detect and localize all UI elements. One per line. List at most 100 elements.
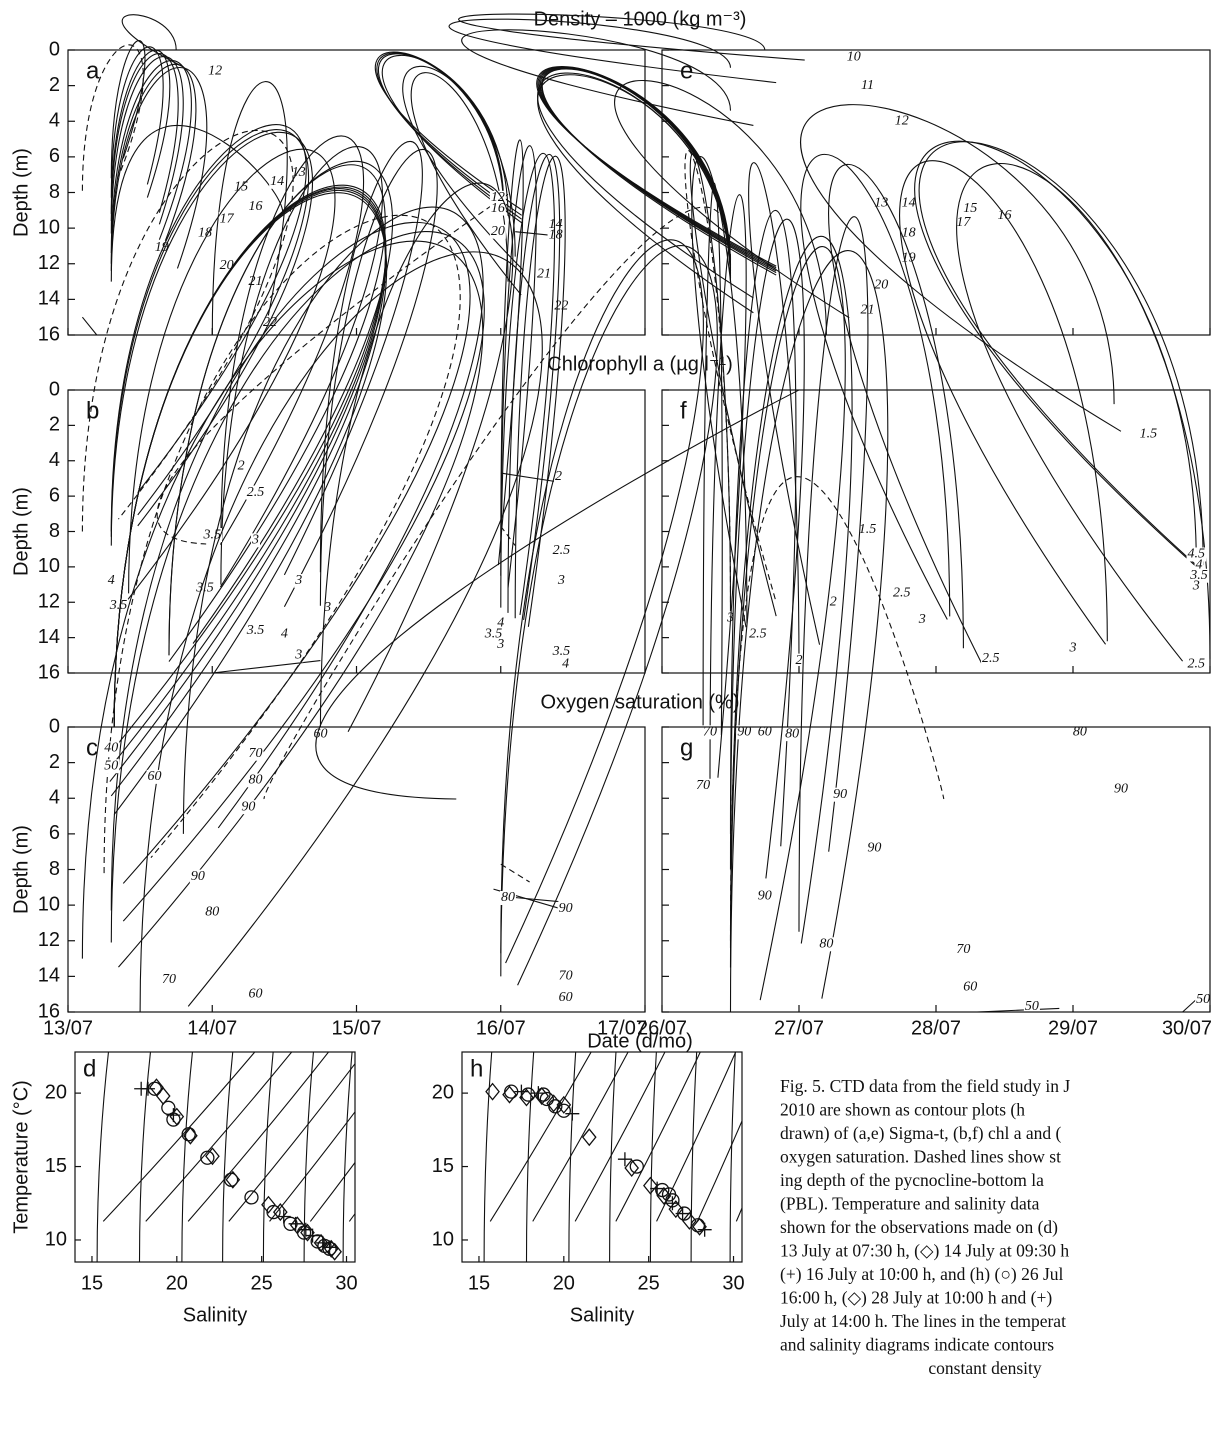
contour-label-bg (294, 574, 304, 589)
density-contour (262, 1052, 355, 1262)
point (161, 1100, 176, 1115)
contour-label: 3.5 (246, 623, 265, 638)
caption-line: (PBL). Temperature and salinity data (780, 1194, 1040, 1214)
contour-label: 60 (313, 726, 327, 741)
x-tick-label: 14/07 (187, 1017, 237, 1039)
panel-letter: e (680, 57, 693, 84)
contour-label-bg (489, 190, 506, 205)
contour-label-bg (269, 174, 286, 189)
contour-line (729, 218, 805, 879)
contour-label: 2 (796, 653, 803, 668)
pbl-line (500, 525, 516, 546)
contour-label: 60 (148, 769, 162, 784)
contour-line (448, 18, 777, 84)
contour-label-bg (962, 980, 979, 995)
contour-label: 12 (491, 190, 505, 205)
caption-line: and salinity diagrams indicate contours (780, 1335, 1054, 1355)
contour-label-bg (197, 226, 214, 241)
point (629, 1159, 644, 1174)
contour-line (800, 154, 951, 620)
point (617, 1152, 632, 1167)
point (305, 1228, 320, 1243)
contour-label-bg (483, 627, 504, 642)
y-tick-label: 0 (49, 715, 60, 737)
contour-line (899, 160, 1108, 645)
contour-line (211, 81, 288, 336)
contour-label-bg (146, 769, 163, 784)
point (205, 1147, 220, 1166)
contour-label-bg (247, 274, 264, 289)
pbl-line (81, 44, 144, 191)
contour-line (956, 162, 1211, 662)
contour-label: 12 (208, 64, 222, 79)
contour-line (614, 80, 850, 336)
contour-label: 17 (220, 211, 235, 226)
contour-label-bg (701, 725, 718, 740)
contour-label-bg (247, 773, 264, 788)
contour-panel: 70 90 60 80 80 70 90 90 90 90 80 70 60 50 50 g 26/07 27/0… (637, 182, 1212, 1039)
x-tick-label: 29/07 (1048, 1017, 1098, 1039)
y-tick-label: 10 (45, 1228, 67, 1250)
contour-label-bg (247, 199, 264, 214)
contour-label-bg (160, 972, 177, 987)
contour-label: 4 (108, 573, 115, 588)
point (183, 1126, 198, 1145)
contour-label: 2 (238, 458, 245, 473)
contour-label: 70 (249, 746, 263, 761)
contour-label-bg (153, 240, 170, 255)
contour-label: 3.5 (1189, 568, 1208, 583)
contour-label-bg (247, 746, 264, 761)
contour-label: 90 (559, 901, 573, 916)
contour-line (798, 216, 869, 932)
point (539, 1091, 554, 1107)
contour-label: 80 (819, 937, 833, 952)
density-contour (96, 1052, 256, 1262)
y-tick-label: 20 (432, 1081, 454, 1103)
point (272, 1203, 288, 1222)
contour-line (381, 54, 523, 224)
contour-label: 70 (162, 972, 176, 987)
caption-line: Fig. 5. CTD data from the field study in… (780, 1076, 1070, 1096)
contour-label: 18 (549, 227, 563, 242)
contour-label-bg (218, 212, 235, 227)
panel-letter: c (86, 734, 98, 761)
contour-label-bg (204, 905, 221, 920)
contour-label-bg (489, 201, 506, 216)
contour-label-bg (756, 889, 773, 904)
pbl-line (729, 476, 945, 941)
contour-label-bg (1071, 725, 1088, 740)
contour-label: 80 (205, 904, 219, 919)
contour-label: 20 (491, 224, 505, 239)
x-axis-label: Salinity (183, 1304, 247, 1326)
contour-label: 90 (833, 787, 847, 802)
contour-label: 60 (963, 979, 977, 994)
contour-label: 3.5 (552, 644, 571, 659)
x-tick-label: 26/07 (637, 1017, 687, 1039)
contour-label-bg (748, 627, 768, 642)
contour-label: 40 (104, 741, 118, 756)
x-tick-label: 30/07 (1162, 1017, 1212, 1039)
contour-line (319, 182, 514, 735)
contour-line (110, 46, 164, 198)
point (322, 1240, 337, 1255)
contour-label-bg (245, 623, 266, 638)
contour-label: 4.5 (1188, 547, 1206, 562)
x-tick-label: 16/07 (476, 1017, 526, 1039)
contour-label: 20 (220, 258, 234, 273)
contour-label: 15 (963, 201, 977, 216)
contour-label-bg (857, 522, 878, 537)
caption-line: July at 14:00 h. The lines in the temper… (780, 1311, 1066, 1331)
contour-label-bg (893, 114, 910, 129)
point (643, 1176, 658, 1195)
point (656, 1186, 672, 1205)
contour-line (111, 184, 387, 752)
contour-line (729, 246, 846, 1001)
x-tick-label: 27/07 (774, 1017, 824, 1039)
point (682, 1211, 697, 1230)
point (521, 1087, 536, 1102)
point (665, 1196, 680, 1211)
contour-line (110, 129, 310, 537)
point (327, 1242, 342, 1261)
